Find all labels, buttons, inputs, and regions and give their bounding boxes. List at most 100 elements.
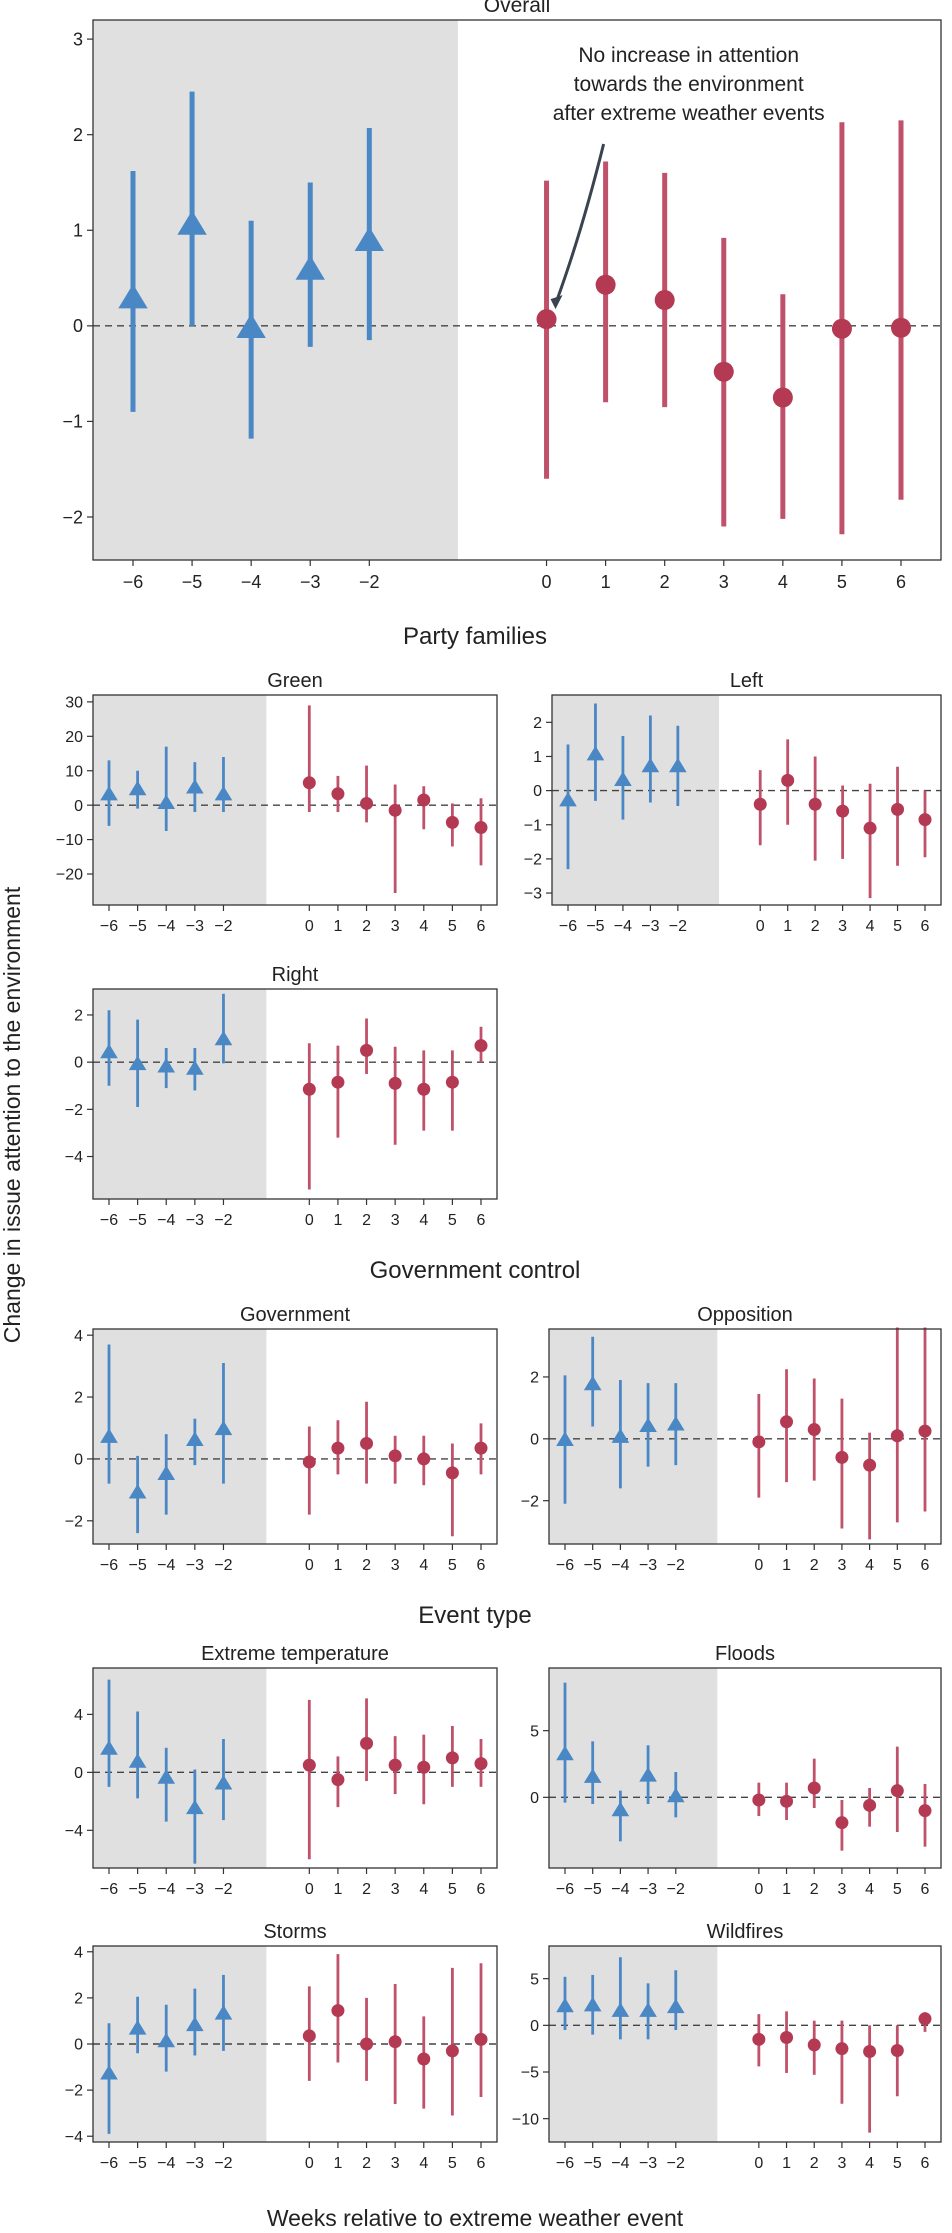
x-tick-label: 6	[477, 918, 486, 935]
post-point	[474, 821, 488, 835]
pre-point	[100, 1740, 118, 1755]
pre-event-shading	[93, 1668, 267, 1868]
x-tick-label: −5	[128, 1881, 146, 1898]
post-point	[445, 1751, 459, 1765]
post-point	[474, 1441, 488, 1455]
post-point	[835, 1450, 849, 1464]
post-point	[445, 1075, 459, 1089]
y-tick-label: −10	[512, 2111, 539, 2128]
x-tick-label: −5	[584, 1881, 602, 1898]
post-point	[388, 1758, 402, 1772]
annotation-arrow	[555, 143, 606, 302]
post-point	[445, 815, 459, 829]
pre-point	[186, 1799, 204, 1815]
post-point	[388, 2035, 402, 2049]
panel-frame	[92, 19, 942, 561]
y-tick-label: 0	[74, 798, 83, 815]
x-tick-label: −2	[214, 1881, 232, 1898]
x-tick-label: −4	[241, 572, 262, 592]
y-tick-label: −10	[56, 832, 83, 849]
pre-point	[128, 1055, 147, 1071]
post-point	[654, 290, 675, 311]
x-tick-label: −6	[100, 2155, 118, 2172]
post-point	[863, 1798, 877, 1812]
pre-event-shading	[549, 1946, 718, 2142]
pre-point	[556, 1745, 574, 1761]
y-tick-label: 2	[533, 715, 542, 732]
x-tick-label: 0	[542, 572, 552, 592]
post-point	[388, 1449, 402, 1463]
x-tick-label: 5	[893, 2155, 902, 2172]
post-point	[890, 1784, 904, 1798]
y-tick-label: 0	[530, 1790, 539, 1807]
pre-point	[186, 778, 204, 794]
x-tick-label: 2	[810, 1881, 819, 1898]
y-tick-label: 2	[530, 1370, 539, 1387]
post-point	[536, 309, 557, 330]
x-tick-label: −2	[214, 1212, 232, 1229]
x-tick-label: −3	[300, 572, 321, 592]
annotation-text: No increase in attention	[578, 44, 799, 67]
y-tick-label: 1	[73, 221, 83, 241]
panel-title: Government	[240, 1304, 350, 1326]
post-point	[360, 1043, 374, 1057]
x-tick-label: 5	[893, 918, 902, 935]
x-tick-label: −4	[157, 2155, 175, 2172]
panel-left: −3 −2 −1 0 1 2 −6 −5 −4 −3 −2 0 1 2 3 4 5 6 Left	[524, 670, 942, 935]
panel-wildfires: −10 −5 0 5 −6 −5 −4 −3 −2 0 1 2 3 4 5 6 Wildfires	[512, 1921, 942, 2172]
x-tick-label: −2	[214, 2155, 232, 2172]
x-tick-label: 1	[782, 1881, 791, 1898]
panel-frame	[548, 1667, 942, 1869]
x-tick-label: −3	[186, 2155, 204, 2172]
pre-point	[177, 210, 207, 235]
x-tick-label: −3	[186, 1212, 204, 1229]
annotation-arrowhead	[550, 295, 563, 310]
post-point	[836, 804, 850, 818]
panel-title: Opposition	[697, 1304, 793, 1326]
post-point	[780, 1794, 794, 1808]
pre-point	[556, 1997, 574, 2013]
pre-point	[611, 2002, 630, 2017]
y-tick-label: 0	[74, 1765, 83, 1782]
x-tick-label: −4	[611, 1557, 629, 1574]
y-tick-label: −3	[524, 886, 542, 903]
x-tick-label: 6	[477, 1557, 486, 1574]
panel-title: Wildfires	[707, 1921, 784, 1943]
x-tick-label: 5	[448, 1557, 457, 1574]
x-tick-label: −3	[639, 1881, 657, 1898]
x-tick-label: 3	[391, 1557, 400, 1574]
x-tick-label: 4	[866, 918, 875, 935]
y-tick-label: 5	[530, 1723, 539, 1740]
pre-point	[128, 780, 147, 796]
pre-point	[586, 745, 605, 761]
panel-title: Right	[272, 964, 319, 986]
y-tick-label: 10	[65, 763, 83, 780]
x-tick-label: −3	[186, 1881, 204, 1898]
x-tick-label: 1	[333, 2155, 342, 2172]
post-point	[835, 1816, 849, 1830]
x-tick-label: −2	[214, 1557, 232, 1574]
x-tick-label: 1	[601, 572, 611, 592]
y-tick-label: 30	[65, 694, 83, 711]
pre-point	[100, 1043, 118, 1059]
x-tick-label: −6	[123, 572, 144, 592]
x-tick-label: 3	[719, 572, 729, 592]
post-point	[863, 1458, 877, 1472]
x-tick-label: 6	[921, 918, 930, 935]
pre-point	[214, 1420, 233, 1436]
x-tick-label: −3	[186, 918, 204, 935]
y-tick-label: −20	[56, 867, 83, 884]
x-tick-label: −4	[157, 1881, 175, 1898]
pre-point	[639, 1417, 657, 1433]
x-tick-label: −6	[100, 1557, 118, 1574]
y-tick-label: 4	[74, 1707, 83, 1724]
panel-extreme_temperature: −4 0 4 −6 −5 −4 −3 −2 0 1 2 3 4 5 6 Extreme temperature	[65, 1643, 498, 1898]
x-tick-label: −5	[128, 1212, 146, 1229]
panel-frame	[548, 1328, 942, 1545]
post-point	[772, 387, 793, 408]
post-point	[417, 1760, 431, 1774]
post-point	[302, 1082, 316, 1096]
pre-point	[157, 1057, 176, 1073]
post-point	[360, 796, 374, 810]
post-point	[302, 1455, 316, 1469]
